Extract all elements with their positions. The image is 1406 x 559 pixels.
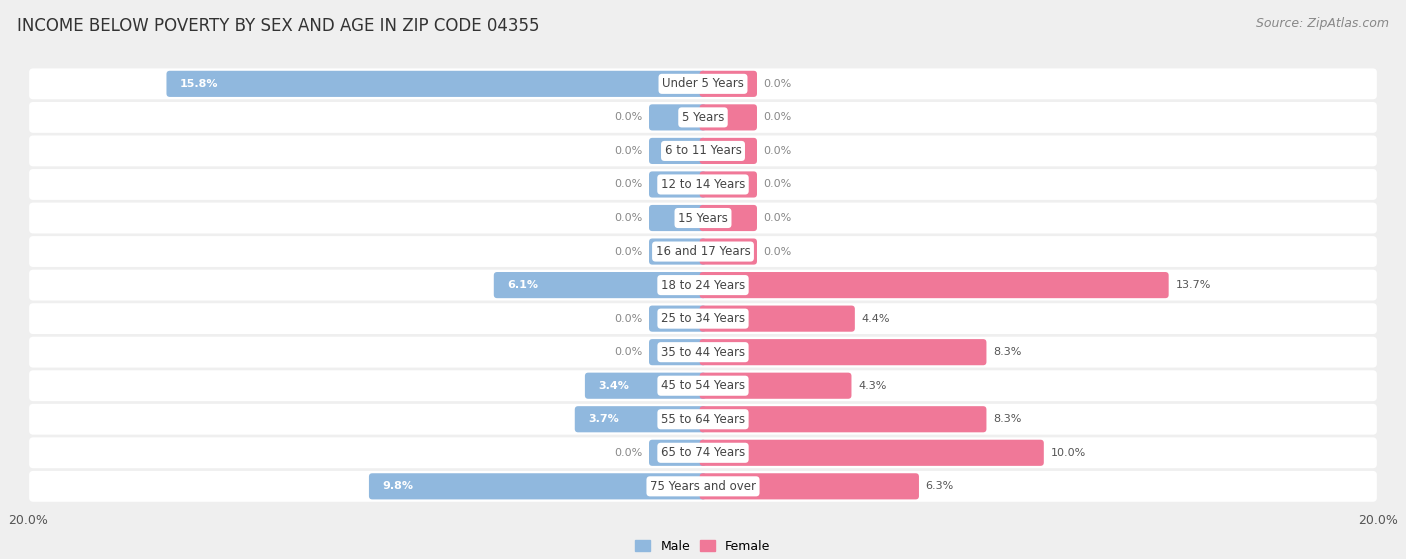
- FancyBboxPatch shape: [700, 306, 855, 331]
- Text: 3.4%: 3.4%: [599, 381, 630, 391]
- Text: 3.7%: 3.7%: [588, 414, 619, 424]
- FancyBboxPatch shape: [700, 373, 852, 399]
- FancyBboxPatch shape: [30, 404, 1376, 435]
- FancyBboxPatch shape: [30, 236, 1376, 267]
- FancyBboxPatch shape: [700, 205, 756, 231]
- Text: 0.0%: 0.0%: [763, 213, 792, 223]
- FancyBboxPatch shape: [700, 473, 920, 499]
- Text: 13.7%: 13.7%: [1175, 280, 1211, 290]
- FancyBboxPatch shape: [650, 172, 706, 197]
- FancyBboxPatch shape: [700, 105, 756, 130]
- Text: 9.8%: 9.8%: [382, 481, 413, 491]
- Legend: Male, Female: Male, Female: [630, 535, 776, 558]
- Text: 0.0%: 0.0%: [614, 314, 643, 324]
- FancyBboxPatch shape: [650, 339, 706, 365]
- Text: 0.0%: 0.0%: [763, 112, 792, 122]
- Text: 35 to 44 Years: 35 to 44 Years: [661, 345, 745, 359]
- FancyBboxPatch shape: [700, 239, 756, 264]
- Text: 0.0%: 0.0%: [763, 179, 792, 190]
- Text: 4.3%: 4.3%: [858, 381, 887, 391]
- FancyBboxPatch shape: [30, 102, 1376, 133]
- FancyBboxPatch shape: [30, 135, 1376, 167]
- FancyBboxPatch shape: [700, 172, 756, 197]
- FancyBboxPatch shape: [30, 471, 1376, 502]
- Text: 4.4%: 4.4%: [862, 314, 890, 324]
- FancyBboxPatch shape: [30, 370, 1376, 401]
- Text: 16 and 17 Years: 16 and 17 Years: [655, 245, 751, 258]
- FancyBboxPatch shape: [494, 272, 706, 298]
- Text: 25 to 34 Years: 25 to 34 Years: [661, 312, 745, 325]
- FancyBboxPatch shape: [166, 71, 706, 97]
- FancyBboxPatch shape: [575, 406, 706, 432]
- Text: 6.1%: 6.1%: [508, 280, 538, 290]
- Text: Source: ZipAtlas.com: Source: ZipAtlas.com: [1256, 17, 1389, 30]
- FancyBboxPatch shape: [585, 373, 706, 399]
- Text: 12 to 14 Years: 12 to 14 Years: [661, 178, 745, 191]
- Text: 0.0%: 0.0%: [614, 247, 643, 257]
- FancyBboxPatch shape: [700, 272, 1168, 298]
- Text: 0.0%: 0.0%: [614, 146, 643, 156]
- FancyBboxPatch shape: [30, 303, 1376, 334]
- Text: 0.0%: 0.0%: [614, 213, 643, 223]
- Text: 55 to 64 Years: 55 to 64 Years: [661, 413, 745, 426]
- Text: 10.0%: 10.0%: [1050, 448, 1085, 458]
- Text: 0.0%: 0.0%: [763, 146, 792, 156]
- FancyBboxPatch shape: [700, 138, 756, 164]
- Text: 8.3%: 8.3%: [993, 347, 1022, 357]
- Text: 18 to 24 Years: 18 to 24 Years: [661, 278, 745, 292]
- FancyBboxPatch shape: [30, 169, 1376, 200]
- FancyBboxPatch shape: [30, 337, 1376, 368]
- FancyBboxPatch shape: [650, 105, 706, 130]
- Text: Under 5 Years: Under 5 Years: [662, 77, 744, 91]
- Text: 8.3%: 8.3%: [993, 414, 1022, 424]
- FancyBboxPatch shape: [650, 440, 706, 466]
- Text: 0.0%: 0.0%: [614, 179, 643, 190]
- FancyBboxPatch shape: [700, 71, 756, 97]
- Text: 0.0%: 0.0%: [614, 347, 643, 357]
- Text: INCOME BELOW POVERTY BY SEX AND AGE IN ZIP CODE 04355: INCOME BELOW POVERTY BY SEX AND AGE IN Z…: [17, 17, 540, 35]
- Text: 0.0%: 0.0%: [614, 448, 643, 458]
- Text: 6.3%: 6.3%: [925, 481, 953, 491]
- FancyBboxPatch shape: [368, 473, 706, 499]
- Text: 0.0%: 0.0%: [763, 79, 792, 89]
- FancyBboxPatch shape: [30, 437, 1376, 468]
- Text: 6 to 11 Years: 6 to 11 Years: [665, 144, 741, 158]
- FancyBboxPatch shape: [650, 306, 706, 331]
- FancyBboxPatch shape: [700, 339, 987, 365]
- Text: 0.0%: 0.0%: [763, 247, 792, 257]
- FancyBboxPatch shape: [700, 406, 987, 432]
- FancyBboxPatch shape: [650, 239, 706, 264]
- Text: 0.0%: 0.0%: [614, 112, 643, 122]
- Text: 45 to 54 Years: 45 to 54 Years: [661, 379, 745, 392]
- FancyBboxPatch shape: [700, 440, 1043, 466]
- Text: 75 Years and over: 75 Years and over: [650, 480, 756, 493]
- FancyBboxPatch shape: [30, 202, 1376, 234]
- Text: 5 Years: 5 Years: [682, 111, 724, 124]
- FancyBboxPatch shape: [650, 138, 706, 164]
- FancyBboxPatch shape: [650, 205, 706, 231]
- Text: 65 to 74 Years: 65 to 74 Years: [661, 446, 745, 459]
- Text: 15.8%: 15.8%: [180, 79, 218, 89]
- Text: 15 Years: 15 Years: [678, 211, 728, 225]
- FancyBboxPatch shape: [30, 269, 1376, 301]
- FancyBboxPatch shape: [30, 68, 1376, 100]
